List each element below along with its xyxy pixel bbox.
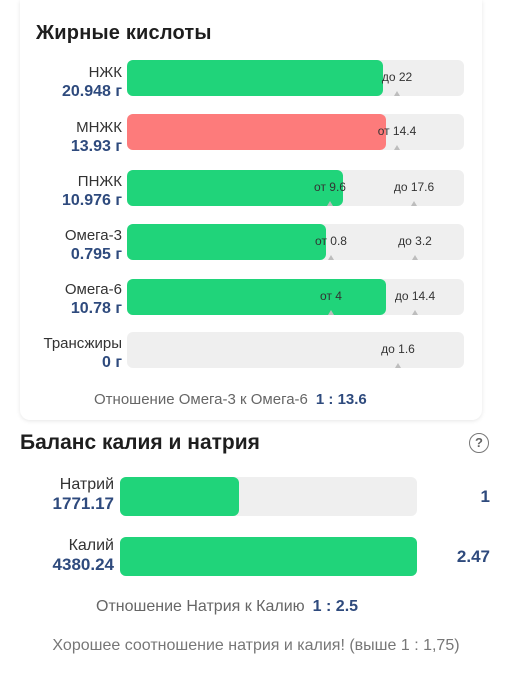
marker-max: до 1.6: [381, 342, 415, 356]
row-label-pnzhk: ПНЖК 10.976 г: [22, 173, 122, 210]
row-label-potassium: Калий 4380.24: [14, 537, 114, 574]
row-amount: 1771.17: [52, 494, 114, 513]
bar-potassium: [120, 537, 417, 576]
row-amount: 0 г: [101, 354, 122, 371]
marker-max: до 3.2: [398, 234, 432, 248]
omega-ratio-label: Отношение Омега-3 к Омега-6: [94, 391, 308, 408]
marker-max: до 17.6: [393, 180, 435, 194]
row-label-sodium: Натрий 1771.17: [14, 476, 114, 513]
row-label-omega6: Омега-6 10.78 г: [22, 281, 122, 318]
question-circle-icon[interactable]: ?: [469, 433, 489, 453]
marker-max: до 14.4: [394, 289, 436, 303]
bar-trans: до 1.6: [127, 332, 464, 368]
row-label-trans: Трансжиры 0 г: [22, 335, 123, 372]
row-amount: 10.78 г: [70, 300, 122, 317]
marker-notch: [412, 255, 418, 260]
row-name: МНЖК: [76, 119, 122, 136]
row-amount: 13.93 г: [70, 138, 122, 155]
marker-min: от 4: [320, 289, 342, 303]
bar-fill: [127, 279, 387, 315]
fatty-acids-title: Жирные кислоты: [36, 22, 212, 44]
bar-mnzhk: от 14.4: [127, 114, 464, 150]
marker-notch: [327, 201, 333, 206]
balance-title: Баланс калия и натрия: [20, 431, 260, 454]
bar-fill: [120, 477, 239, 516]
marker-notch: [394, 91, 400, 96]
sodium-ratio-value: 1: [480, 487, 490, 506]
marker-notch: [411, 201, 417, 206]
bar-fill: [120, 537, 417, 576]
row-label-mnzhk: МНЖК 13.93 г: [22, 119, 122, 156]
sodium-ratio-label: Отношение Натрия к Калию: [96, 598, 305, 615]
marker-max: до 22: [381, 70, 413, 84]
row-name: Омега-3: [64, 227, 122, 244]
bar-sodium: [120, 477, 417, 516]
marker-notch: [394, 145, 400, 150]
bar-fill: [127, 170, 343, 206]
row-label-nzhk: НЖК 20.948 г: [22, 64, 122, 101]
marker-notch: [395, 363, 401, 368]
row-name: Калий: [68, 537, 114, 554]
row-name: ПНЖК: [77, 173, 122, 190]
row-amount: 0.795 г: [70, 246, 122, 263]
row-amount: 20.948 г: [61, 83, 122, 100]
row-name: Натрий: [59, 476, 114, 493]
row-amount: 4380.24: [52, 555, 114, 574]
marker-notch: [328, 255, 334, 260]
marker-notch: [328, 310, 334, 315]
sodium-ratio-value: 1 : 2.5: [312, 598, 359, 615]
bar-fill: [127, 224, 326, 260]
row-label-omega3: Омега-3 0.795 г: [22, 227, 122, 264]
row-name: Трансжиры: [43, 335, 123, 352]
marker-min: от 9.6: [314, 180, 346, 194]
row-name: Омега-6: [64, 281, 122, 298]
omega-ratio-value: 1 : 13.6: [315, 391, 367, 408]
marker-notch: [412, 310, 418, 315]
marker-min: от 14.4: [377, 124, 417, 138]
bar-pnzhk: от 9.6 до 17.6: [127, 170, 464, 206]
bar-nzhk: до 22: [127, 60, 464, 96]
bar-omega3: от 0.8 до 3.2: [127, 224, 464, 260]
potassium-ratio-value: 2.47: [456, 547, 490, 566]
balance-note: Хорошее соотношение натрия и калия! (выш…: [52, 637, 460, 654]
omega-ratio: Отношение Омега-3 к Омега-6 1 : 13.6: [94, 391, 367, 408]
bar-fill: [127, 60, 384, 96]
bar-omega6: от 4 до 14.4: [127, 279, 464, 315]
marker-min: от 0.8: [315, 234, 347, 248]
row-amount: 10.976 г: [61, 192, 122, 209]
sodium-potassium-ratio: Отношение Натрия к Калию 1 : 2.5: [96, 598, 358, 616]
row-name: НЖК: [88, 64, 122, 81]
bar-fill: [127, 114, 387, 150]
